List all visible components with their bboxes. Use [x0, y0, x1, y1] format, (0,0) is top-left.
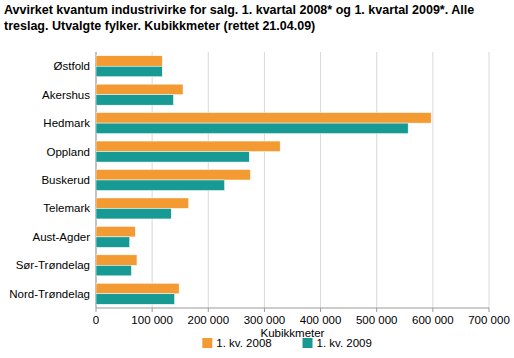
tick-mark	[320, 308, 321, 312]
category-label: Nord-Trøndelag	[9, 288, 90, 300]
title: Avvirket kvantum industrivirke for salg.…	[4, 2, 504, 34]
tick-label: 600 000	[412, 314, 454, 326]
grid-line	[320, 52, 321, 308]
category-label: Oppland	[47, 146, 90, 158]
grid-line	[489, 52, 490, 308]
tick-mark	[96, 308, 97, 312]
tick-mark	[432, 308, 433, 312]
bar	[96, 95, 173, 106]
tick-label: 700 000	[468, 314, 510, 326]
category-label: Hedmark	[43, 117, 90, 129]
bar	[96, 123, 408, 134]
axis-line	[96, 308, 489, 309]
grid-line	[264, 52, 265, 308]
tick-label: 0	[93, 314, 99, 326]
category-label: Østfold	[54, 60, 90, 72]
bar	[96, 180, 225, 191]
bar	[96, 283, 179, 294]
grid-line	[432, 52, 433, 308]
legend-label: 1. kv. 2008	[216, 337, 271, 349]
bar	[96, 141, 280, 152]
bar	[96, 255, 137, 265]
tick-mark	[152, 308, 153, 312]
grid-line	[376, 52, 377, 308]
legend-swatch	[202, 338, 212, 348]
category-label: Sør-Trøndelag	[16, 259, 90, 271]
category-label: Akershus	[42, 89, 90, 101]
legend: 1. kv. 2008 1. kv. 2009	[202, 337, 372, 349]
tick-mark	[264, 308, 265, 312]
bar	[96, 84, 183, 95]
tick-mark	[376, 308, 377, 312]
category-label: Buskerud	[41, 174, 90, 186]
bar	[96, 66, 162, 77]
bar	[96, 152, 249, 163]
bars	[96, 56, 431, 305]
legend-swatch	[303, 338, 313, 348]
tick-label: 300 000	[244, 314, 286, 326]
category-label: Telemark	[43, 202, 90, 214]
bar	[96, 198, 189, 209]
bar	[96, 226, 135, 237]
legend-label: 1. kv. 2009	[317, 337, 372, 349]
category-label: Aust-Agder	[32, 231, 90, 243]
tick-label: 200 000	[187, 314, 229, 326]
bar	[96, 294, 175, 305]
tick-mark	[489, 308, 490, 312]
tick-label: 400 000	[300, 314, 342, 326]
bar	[96, 56, 162, 67]
bar	[96, 113, 431, 124]
tick-label: 500 000	[356, 314, 398, 326]
bar	[96, 237, 130, 248]
bar	[96, 208, 171, 219]
bar	[96, 265, 131, 276]
tick-label: 100 000	[131, 314, 173, 326]
bar	[96, 170, 250, 181]
tick-mark	[208, 308, 209, 312]
